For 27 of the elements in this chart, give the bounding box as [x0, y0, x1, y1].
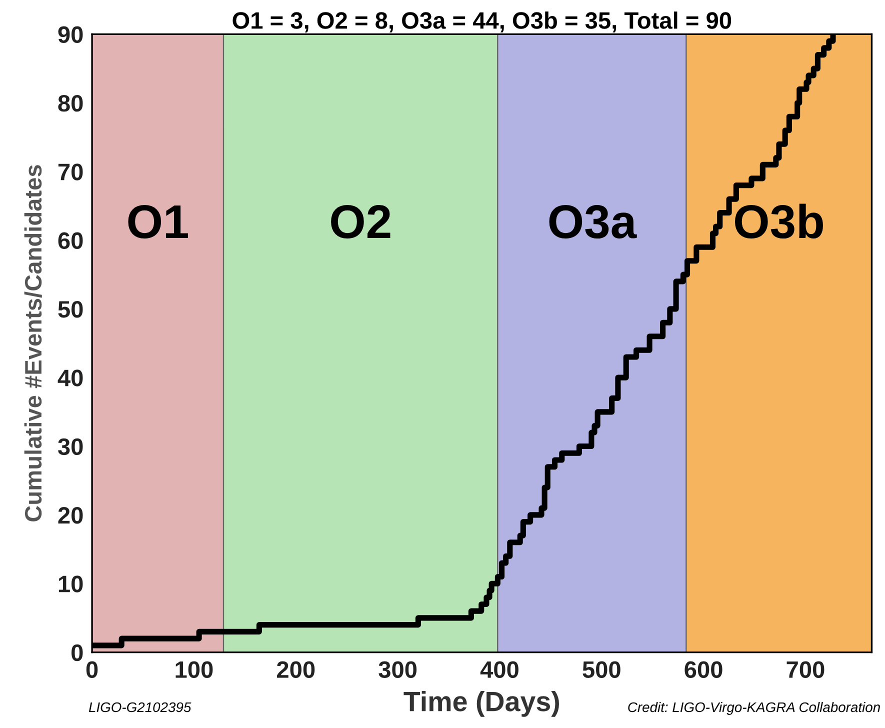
x-axis-title: Time (Days): [404, 690, 559, 717]
x-tick-label: 500: [582, 661, 620, 678]
x-tick-label: 100: [176, 661, 213, 678]
x-tick-label: 400: [480, 661, 518, 678]
y-tick-label: 40: [58, 370, 83, 386]
x-tick-label: 300: [378, 661, 417, 678]
band-label: O3b: [735, 204, 823, 239]
chart-title: O1 = 3, O2 = 8, O3a = 44, O3b = 35, Total = 90: [232, 12, 732, 32]
y-tick-label: 80: [58, 94, 83, 112]
x-tick-label: 0: [86, 661, 98, 678]
text: LIGO-G2102395: [88, 702, 192, 712]
y-tick-label: 20: [58, 507, 83, 524]
y-tick-label: 30: [58, 438, 83, 456]
y-tick-label: 0: [72, 644, 83, 662]
y-tick-label: 10: [58, 576, 83, 592]
y-tick-label: 60: [58, 232, 83, 250]
y-tick-label: 50: [58, 300, 83, 318]
x-tick-label: 600: [684, 661, 722, 678]
text: Credit: LIGO-Virgo-KAGRA Collaboration: [628, 702, 880, 715]
y-tick-label: 70: [58, 164, 83, 180]
y-axis-title: Cumulative #Events/Candidates: [24, 165, 42, 522]
x-tick-label: 700: [786, 661, 824, 678]
band-label: O3a: [549, 205, 637, 239]
band-label: O1: [128, 205, 188, 238]
x-tick-label: 200: [277, 661, 315, 678]
y-tick-label: 90: [58, 26, 83, 44]
band-label: O2: [331, 205, 390, 238]
